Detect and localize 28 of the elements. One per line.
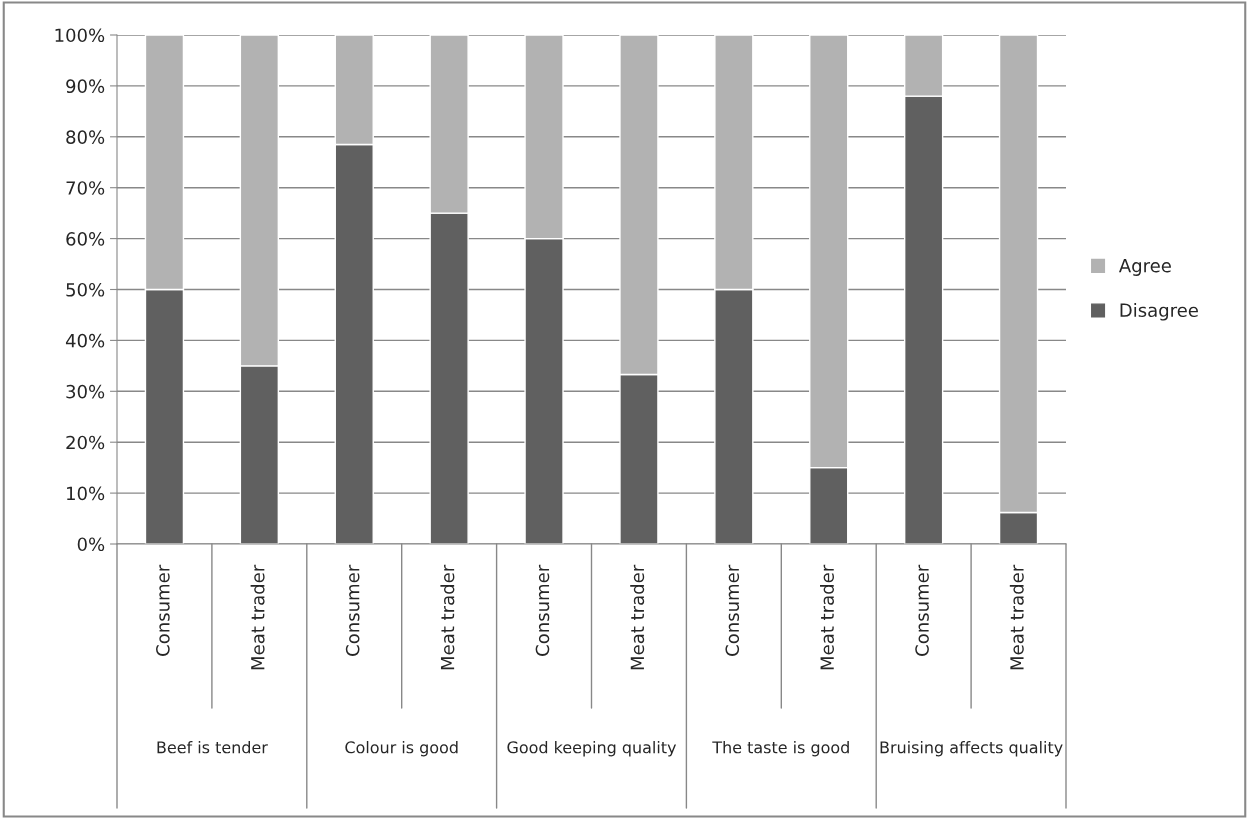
text: Bruising affects quality bbox=[880, 740, 1063, 757]
text: Good keeping quality bbox=[507, 740, 677, 757]
y-tick-label: 100% bbox=[55, 28, 105, 43]
y-tick-label: 70% bbox=[66, 181, 105, 195]
x-tick-label: Meat trader bbox=[820, 564, 834, 670]
x-tick-label: Consumer bbox=[915, 564, 929, 656]
legend-label: Disagree bbox=[1120, 303, 1198, 321]
y-tick-label: 0% bbox=[77, 537, 105, 552]
x-tick-label: Meat trader bbox=[1009, 564, 1024, 670]
y-tick-label: 10% bbox=[67, 486, 105, 501]
x-tick-label: Consumer bbox=[535, 564, 550, 656]
x-tick-label: Consumer bbox=[345, 564, 360, 656]
text: Beef is tender bbox=[157, 740, 268, 754]
x-tick-label: Meat trader bbox=[250, 564, 265, 670]
x-tick-label: Consumer bbox=[156, 564, 170, 656]
y-tick-label: 30% bbox=[66, 384, 105, 399]
y-tick-label: 50% bbox=[66, 282, 105, 297]
y-tick-label: 40% bbox=[65, 333, 105, 348]
text: Colour is good bbox=[345, 740, 458, 757]
x-tick-label: Consumer bbox=[725, 564, 740, 656]
y-tick-label: 80% bbox=[66, 130, 105, 144]
x-tick-label: Meat trader bbox=[440, 564, 455, 670]
y-tick-label: 60% bbox=[66, 232, 105, 246]
text: The taste is good bbox=[712, 740, 849, 757]
legend-label: Agree bbox=[1118, 259, 1171, 276]
y-tick-label: 20% bbox=[66, 435, 105, 450]
x-tick-label: Meat trader bbox=[630, 564, 645, 670]
y-tick-label: 90% bbox=[66, 79, 105, 94]
